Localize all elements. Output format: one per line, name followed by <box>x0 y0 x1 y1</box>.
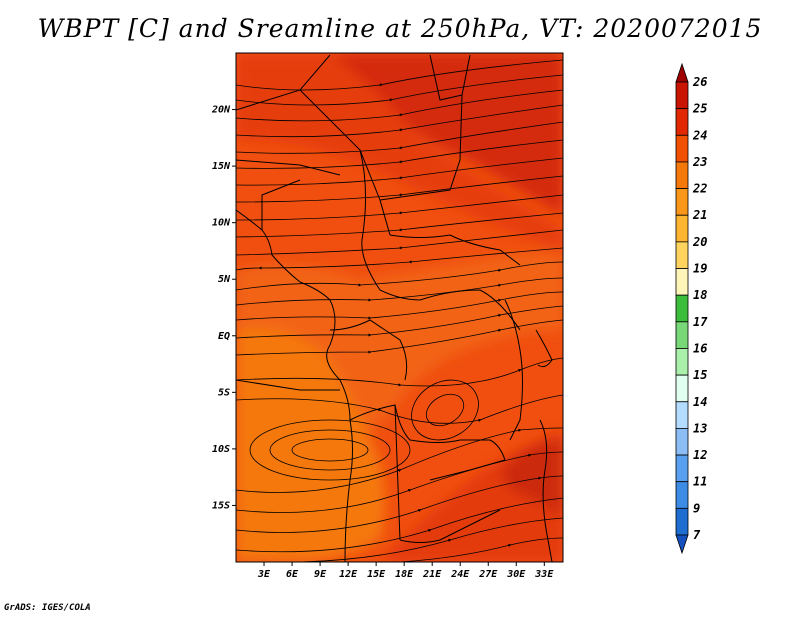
colorbar-label: 12 <box>693 448 707 462</box>
x-tick-label: 12E <box>339 569 358 580</box>
colorbar-swatch <box>675 374 689 403</box>
colorbar-label: 25 <box>692 102 707 116</box>
footer-credit: GrADS: IGES/COLA <box>4 603 91 613</box>
x-tick-label: 6E <box>286 569 299 580</box>
colorbar-swatch <box>675 134 689 163</box>
colorbar: 26 25 24 23 22 21 20 19 18 17 16 15 14 13 12 11 9 7 <box>675 62 708 555</box>
y-tick-label: 20N <box>211 105 231 116</box>
map-frame <box>235 52 564 563</box>
colorbar-swatch <box>675 268 689 296</box>
colorbar-label: 13 <box>693 421 707 435</box>
colorbar-label: 7 <box>693 528 701 542</box>
colorbar-label: 26 <box>692 75 707 89</box>
colorbar-label: 9 <box>693 501 700 515</box>
colorbar-label: 11 <box>693 475 707 489</box>
colorbar-swatch <box>675 241 689 269</box>
colorbar-swatch <box>675 188 689 216</box>
streamlines <box>236 59 563 562</box>
colorbar-bottom-arrow <box>675 534 689 555</box>
map-area <box>236 53 563 562</box>
x-tick-label: 18E <box>395 569 414 580</box>
colorbar-label: 24 <box>692 128 707 142</box>
colorbar-label: 20 <box>692 235 707 249</box>
x-tick-label: 21E <box>422 569 442 580</box>
field-north-band <box>236 53 563 250</box>
colorbar-swatch <box>675 321 689 349</box>
x-tick-label: 33E <box>534 569 554 580</box>
y-axis: 20N 15N 10N 5N EQ 5S 10S 15S <box>211 105 236 511</box>
x-axis: 3E 6E 9E 12E 15E 18E 21E 24E 27E 30E 33E <box>257 562 554 580</box>
colorbar-label: 16 <box>693 341 707 355</box>
colorbar-swatch <box>675 348 689 376</box>
y-tick-label: 15S <box>212 500 230 511</box>
colorbar-label: 15 <box>693 368 707 382</box>
y-tick-label: 5N <box>218 274 231 285</box>
colorbar-swatch <box>675 161 689 189</box>
y-tick-label: 5S <box>218 387 230 398</box>
colorbar-label: 22 <box>692 182 707 196</box>
y-tick-label: 10S <box>212 444 230 455</box>
y-tick-label: EQ <box>218 331 230 342</box>
x-tick-label: 9E <box>314 569 327 580</box>
y-tick-label: 10N <box>212 218 231 229</box>
colorbar-swatch <box>675 214 689 243</box>
colorbar-label: 14 <box>693 395 707 409</box>
colorbar-swatch <box>675 454 689 483</box>
colorbar-label: 23 <box>692 155 707 169</box>
field-north-maximum <box>330 53 563 215</box>
x-tick-label: 27E <box>478 569 498 580</box>
colorbar-top-arrow <box>675 62 689 83</box>
x-tick-label: 30E <box>506 569 526 580</box>
colorbar-swatch <box>675 294 689 323</box>
x-tick-label: 15E <box>367 569 386 580</box>
colorbar-label: 17 <box>693 315 708 329</box>
y-tick-label: 15N <box>212 161 231 172</box>
colorbar-label: 19 <box>693 262 707 276</box>
colorbar-swatch <box>675 108 689 136</box>
colorbar-swatch <box>675 428 689 456</box>
map-title: WBPT [C] and Sreamline at 250hPa, VT: 20… <box>37 14 763 43</box>
x-tick-label: 3E <box>257 569 271 580</box>
colorbar-swatch <box>675 507 689 536</box>
colorbar-swatch <box>675 481 689 509</box>
colorbar-label: 21 <box>692 208 707 222</box>
colorbar-swatch <box>675 81 689 110</box>
colorbar-swatch <box>675 401 689 429</box>
x-tick-label: 24E <box>450 569 470 580</box>
colorbar-label: 18 <box>693 288 707 302</box>
